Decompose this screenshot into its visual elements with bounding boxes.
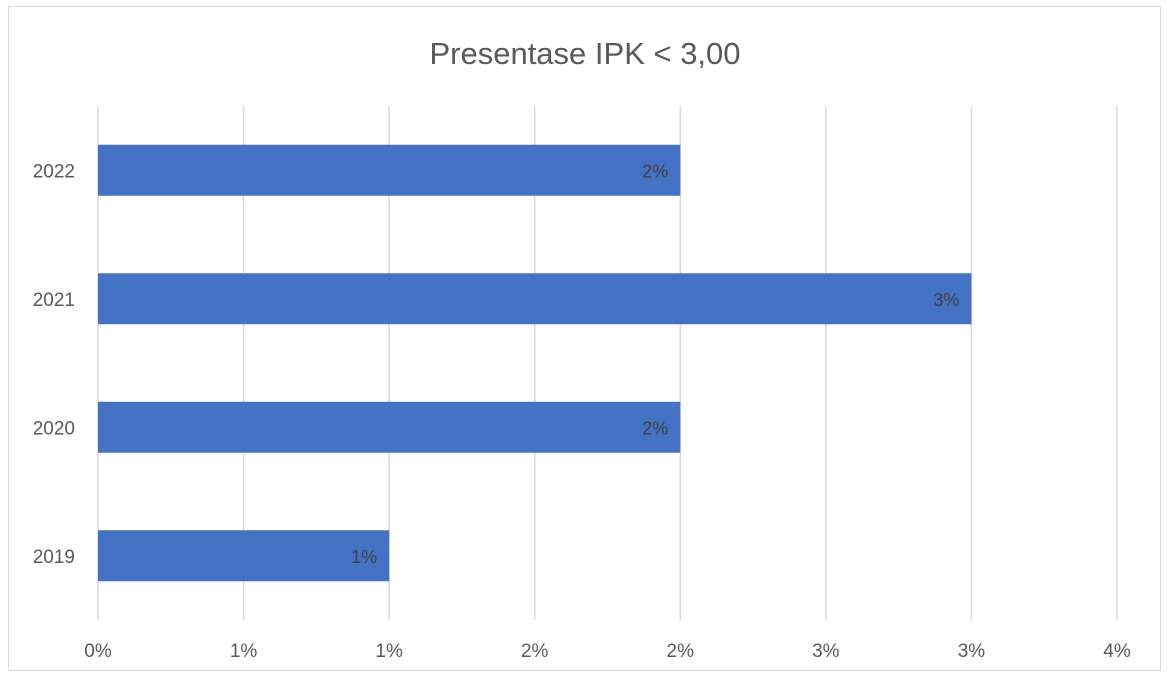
y-axis-labels: 2019 2020 2021 2022	[33, 161, 75, 568]
data-label: 2%	[642, 161, 668, 181]
data-label: 3%	[933, 290, 959, 310]
y-tick-label: 2019	[33, 547, 75, 568]
bar	[98, 530, 390, 582]
data-label: 1%	[351, 547, 377, 567]
x-tick-label: 3%	[812, 641, 840, 662]
bars	[98, 144, 972, 582]
x-tick-label: 2%	[667, 641, 695, 662]
chart-title: Presentase IPK < 3,00	[429, 36, 740, 71]
data-labels: 1% 2% 3% 2%	[351, 161, 959, 567]
y-tick-label: 2020	[33, 418, 75, 439]
bar	[98, 401, 681, 453]
x-axis-labels: 0% 1% 1% 2% 2% 3% 3% 4%	[84, 641, 1131, 662]
y-tick-label: 2021	[33, 290, 75, 311]
y-tick-label: 2022	[33, 161, 75, 182]
x-tick-label: 3%	[958, 641, 986, 662]
bar	[98, 273, 972, 325]
x-tick-label: 1%	[375, 641, 403, 662]
x-tick-label: 2%	[521, 641, 549, 662]
x-tick-label: 0%	[84, 641, 112, 662]
x-tick-label: 4%	[1103, 641, 1131, 662]
data-label: 2%	[642, 418, 668, 438]
bar	[98, 144, 681, 196]
x-tick-label: 1%	[230, 641, 258, 662]
